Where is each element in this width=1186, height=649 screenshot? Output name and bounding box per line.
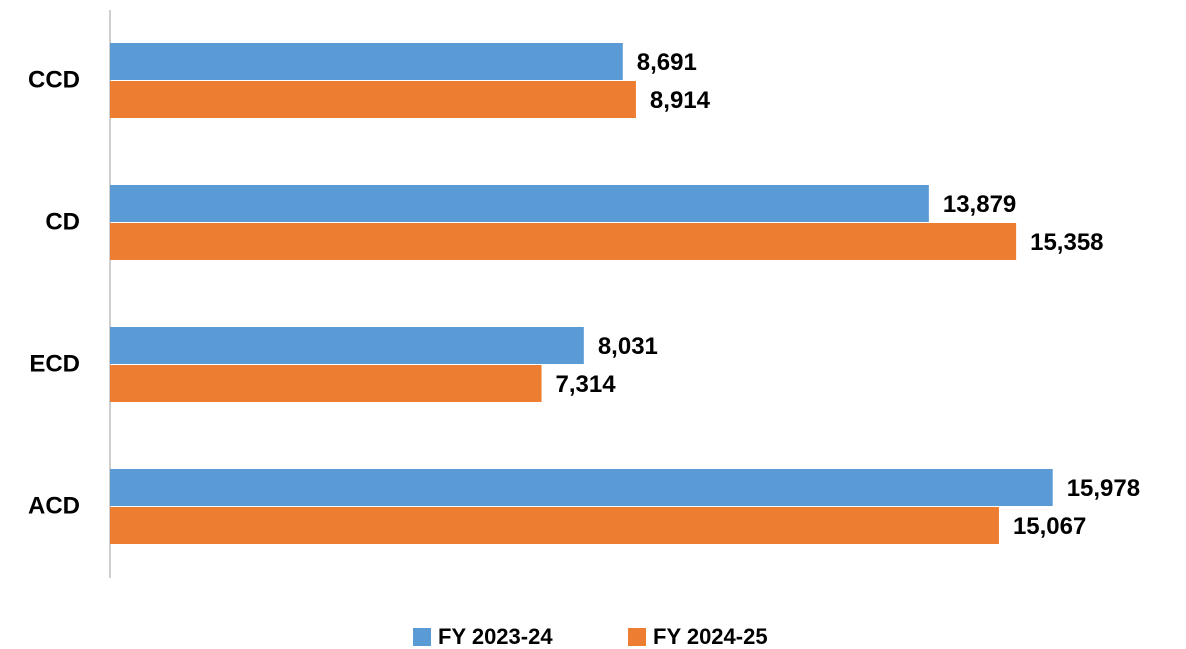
data-label: 15,978 <box>1067 475 1140 502</box>
y-tick-label: ACD <box>28 492 80 519</box>
legend-swatch <box>413 628 431 646</box>
bar <box>110 223 1017 260</box>
data-label: 7,314 <box>556 371 617 398</box>
bar <box>110 469 1053 506</box>
bar <box>110 365 542 402</box>
y-tick-label: CD <box>45 208 80 235</box>
data-label: 8,914 <box>650 87 711 114</box>
y-tick-label: CCD <box>28 66 80 93</box>
bar <box>110 81 636 118</box>
bar <box>110 327 584 364</box>
bar <box>110 43 623 80</box>
legend-label: FY 2023-24 <box>438 624 553 649</box>
data-label: 8,691 <box>637 49 697 76</box>
data-label: 15,358 <box>1030 229 1103 256</box>
bar <box>110 185 929 222</box>
legend-label: FY 2024-25 <box>653 624 768 649</box>
data-label: 13,879 <box>943 191 1016 218</box>
data-label: 8,031 <box>598 333 658 360</box>
legend-swatch <box>628 628 646 646</box>
data-label: 15,067 <box>1013 513 1086 540</box>
bar <box>110 507 999 544</box>
y-tick-label: ECD <box>29 350 80 377</box>
